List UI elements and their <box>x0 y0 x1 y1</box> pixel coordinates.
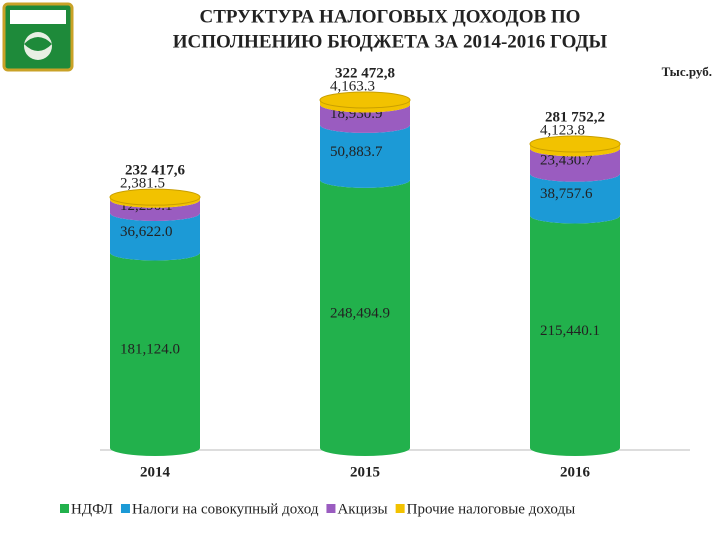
legend-label: НДФЛ <box>71 501 113 517</box>
bar-top <box>319 91 411 109</box>
data-label: 181,124.0 <box>120 342 180 358</box>
bar-segment <box>530 143 620 157</box>
unit-label: Тыс.руб. <box>662 64 712 79</box>
logo <box>2 2 74 72</box>
bar-top <box>529 135 621 153</box>
data-label: 248,494.9 <box>330 305 390 321</box>
chart-title: ИСПОЛНЕНИЮ БЮДЖЕТА ЗА 2014-2016 ГОДЫ <box>173 31 608 52</box>
bar-segment <box>320 100 410 113</box>
bar-top <box>109 188 201 206</box>
bar-segment <box>110 199 200 222</box>
data-label: 50,883.7 <box>330 144 383 160</box>
legend-label: Акцизы <box>337 501 387 517</box>
bar-segment <box>320 104 410 133</box>
legend-swatch <box>120 504 130 513</box>
total-label: 281 752,2 <box>545 109 605 125</box>
bar-segment <box>110 197 200 208</box>
legend-swatch <box>395 504 405 513</box>
chart-title: СТРУКТУРА НАЛОГОВЫХ ДОХОДОВ ПО <box>200 6 581 27</box>
bar-segment <box>530 215 620 456</box>
data-label: 2,381.5 <box>120 176 165 192</box>
bar-segment <box>530 173 620 224</box>
data-label: 38,757.6 <box>540 186 593 202</box>
bar-segment <box>530 148 620 182</box>
legend-swatch <box>326 504 336 513</box>
data-label: 36,622.0 <box>120 224 173 240</box>
data-label: 23,430.7 <box>540 152 593 168</box>
bar-segment <box>110 252 200 456</box>
total-label: 322 472,8 <box>335 65 395 81</box>
x-tick-label: 2014 <box>140 464 171 480</box>
legend-swatch <box>60 504 69 513</box>
bar-segment <box>320 179 410 456</box>
data-label: 4,123.8 <box>540 122 585 138</box>
total-label: 232 417,6 <box>125 163 186 179</box>
data-label: 4,163.3 <box>330 78 375 94</box>
bar-segment <box>110 213 200 261</box>
legend-label: Прочие налоговые доходы <box>407 501 576 517</box>
bar-segment <box>320 124 410 188</box>
x-tick-label: 2015 <box>350 464 380 480</box>
data-label: 215,440.1 <box>540 323 600 339</box>
legend-label: Налоги на совокупный доход <box>132 501 319 517</box>
x-tick-label: 2016 <box>560 464 591 480</box>
